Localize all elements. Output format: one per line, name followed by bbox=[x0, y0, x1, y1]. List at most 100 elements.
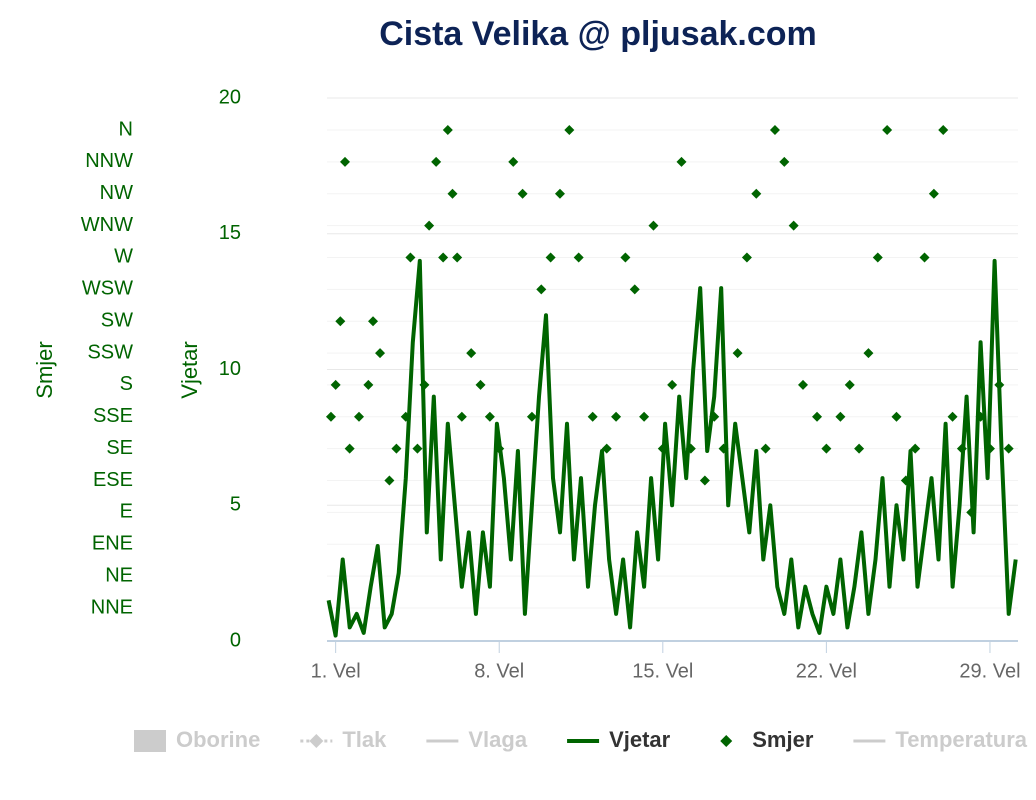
y2-tick-label: SSE bbox=[93, 405, 133, 427]
y-tick-label: 10 bbox=[219, 358, 241, 380]
direction-point bbox=[412, 443, 423, 454]
y2-tick-label: NNE bbox=[91, 596, 133, 618]
direction-point bbox=[639, 411, 650, 422]
y2-tick-label: N bbox=[119, 118, 133, 140]
direction-point bbox=[685, 443, 696, 454]
direction-point bbox=[494, 443, 505, 454]
direction-point bbox=[400, 411, 411, 422]
direction-point bbox=[325, 411, 336, 422]
direction-point bbox=[375, 348, 386, 359]
direction-point bbox=[424, 220, 435, 231]
legend-label: Vlaga bbox=[468, 727, 527, 752]
direction-point bbox=[844, 379, 855, 390]
direction-point bbox=[419, 379, 430, 390]
legend-label: Tlak bbox=[342, 727, 387, 752]
direction-point bbox=[994, 379, 1005, 390]
direction-point bbox=[526, 411, 537, 422]
chart-title: Cista Velika @ pljusak.com bbox=[379, 15, 817, 53]
direction-point bbox=[431, 156, 442, 167]
direction-point bbox=[835, 411, 846, 422]
direction-point bbox=[872, 252, 883, 263]
legend-item[interactable]: Tlak bbox=[300, 727, 387, 752]
direction-point bbox=[956, 443, 967, 454]
wind-line bbox=[326, 258, 1018, 638]
direction-point bbox=[709, 411, 720, 422]
direction-point bbox=[769, 125, 780, 135]
direction-point bbox=[751, 188, 762, 199]
direction-point bbox=[620, 252, 631, 263]
direction-point bbox=[1003, 443, 1014, 454]
direction-point bbox=[891, 411, 902, 422]
legend-item[interactable]: Temperatura bbox=[853, 727, 1028, 752]
y2-tick-label: WSW bbox=[82, 278, 133, 300]
direction-point bbox=[938, 125, 949, 135]
direction-point bbox=[863, 348, 874, 359]
direction-point bbox=[975, 411, 986, 422]
direction-point bbox=[545, 252, 556, 263]
x-tick-label: 8. Vel bbox=[474, 660, 524, 682]
legend-item[interactable]: Vjetar bbox=[567, 727, 671, 752]
direction-point bbox=[391, 443, 402, 454]
legend-item[interactable]: Oborine bbox=[134, 727, 260, 752]
direction-point bbox=[984, 443, 995, 454]
y2-tick-label: SE bbox=[106, 437, 133, 459]
direction-point bbox=[966, 507, 977, 518]
direction-point bbox=[564, 125, 575, 135]
legend-label: Smjer bbox=[752, 727, 814, 752]
direction-point bbox=[456, 411, 467, 422]
direction-point bbox=[438, 252, 449, 263]
direction-point bbox=[718, 443, 729, 454]
direction-point bbox=[484, 411, 495, 422]
y2-tick-label: E bbox=[120, 501, 133, 523]
direction-point bbox=[363, 379, 374, 390]
direction-point bbox=[466, 348, 477, 359]
direction-point bbox=[447, 188, 458, 199]
direction-point bbox=[676, 156, 687, 167]
x-tick-label: 29. Vel bbox=[959, 660, 1020, 682]
legend-item[interactable]: Smjer bbox=[720, 727, 814, 752]
direction-point bbox=[573, 252, 584, 263]
direction-point bbox=[667, 379, 678, 390]
direction-point bbox=[699, 475, 710, 486]
direction-point bbox=[554, 188, 565, 199]
direction-point bbox=[629, 284, 640, 295]
y2-tick-label: SW bbox=[101, 309, 133, 331]
direction-point bbox=[601, 443, 612, 454]
direction-point bbox=[821, 443, 832, 454]
direction-point bbox=[475, 379, 486, 390]
direction-point bbox=[657, 443, 668, 454]
y2-tick-label: NE bbox=[105, 564, 133, 586]
direction-point bbox=[587, 411, 598, 422]
legend-item[interactable]: Vlaga bbox=[426, 727, 528, 752]
direction-point bbox=[928, 188, 939, 199]
legend-label: Vjetar bbox=[609, 727, 671, 752]
direction-point bbox=[517, 188, 528, 199]
y2-tick-label: ENE bbox=[92, 533, 133, 555]
y-tick-label: 15 bbox=[219, 222, 241, 244]
y-tick-label: 20 bbox=[219, 86, 241, 108]
y2-axis-label: Smjer bbox=[32, 341, 57, 398]
direction-point bbox=[947, 411, 958, 422]
y2-tick-label: S bbox=[120, 373, 133, 395]
direction-point bbox=[611, 411, 622, 422]
direction-point bbox=[648, 220, 659, 231]
direction-point bbox=[384, 475, 395, 486]
y2-tick-label: ESE bbox=[93, 469, 133, 491]
direction-point bbox=[882, 125, 893, 135]
x-tick-label: 15. Vel bbox=[632, 660, 693, 682]
y2-tick-label: SSW bbox=[87, 341, 133, 363]
direction-point bbox=[452, 252, 463, 263]
legend-swatch bbox=[720, 735, 733, 747]
direction-point bbox=[788, 220, 799, 231]
direction-point bbox=[339, 156, 350, 167]
legend-label: Oborine bbox=[176, 727, 260, 752]
y-tick-label: 5 bbox=[230, 494, 241, 516]
y2-tick-label: WNW bbox=[81, 214, 133, 236]
direction-point bbox=[741, 252, 752, 263]
direction-point bbox=[330, 379, 341, 390]
y-axis-label: Vjetar bbox=[177, 341, 202, 398]
legend-swatch bbox=[309, 734, 324, 748]
y2-tick-label: NNW bbox=[85, 150, 133, 172]
direction-point bbox=[335, 316, 346, 327]
